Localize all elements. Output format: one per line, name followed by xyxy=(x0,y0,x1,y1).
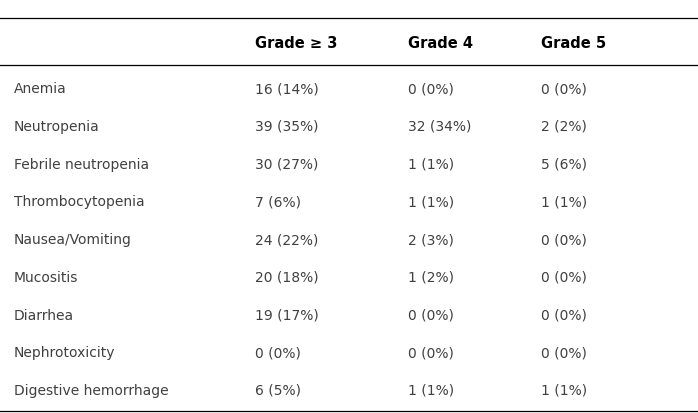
Text: 0 (0%): 0 (0%) xyxy=(541,233,587,247)
Text: Grade 5: Grade 5 xyxy=(541,36,606,51)
Text: 0 (0%): 0 (0%) xyxy=(255,345,301,359)
Text: 0 (0%): 0 (0%) xyxy=(541,308,587,322)
Text: 16 (14%): 16 (14%) xyxy=(255,82,318,96)
Text: 7 (6%): 7 (6%) xyxy=(255,195,301,209)
Text: 2 (3%): 2 (3%) xyxy=(408,233,454,247)
Text: 0 (0%): 0 (0%) xyxy=(541,345,587,359)
Text: Neutropenia: Neutropenia xyxy=(14,120,100,134)
Text: 0 (0%): 0 (0%) xyxy=(408,308,454,322)
Text: 1 (1%): 1 (1%) xyxy=(408,157,454,171)
Text: 1 (1%): 1 (1%) xyxy=(408,383,454,397)
Text: 0 (0%): 0 (0%) xyxy=(408,345,454,359)
Text: 19 (17%): 19 (17%) xyxy=(255,308,318,322)
Text: 0 (0%): 0 (0%) xyxy=(408,82,454,96)
Text: Anemia: Anemia xyxy=(14,82,67,96)
Text: Nausea/Vomiting: Nausea/Vomiting xyxy=(14,233,132,247)
Text: 6 (5%): 6 (5%) xyxy=(255,383,301,397)
Text: 1 (1%): 1 (1%) xyxy=(541,383,587,397)
Text: 39 (35%): 39 (35%) xyxy=(255,120,318,134)
Text: Thrombocytopenia: Thrombocytopenia xyxy=(14,195,144,209)
Text: 5 (6%): 5 (6%) xyxy=(541,157,587,171)
Text: 2 (2%): 2 (2%) xyxy=(541,120,587,134)
Text: 24 (22%): 24 (22%) xyxy=(255,233,318,247)
Text: Nephrotoxicity: Nephrotoxicity xyxy=(14,345,115,359)
Text: Diarrhea: Diarrhea xyxy=(14,308,74,322)
Text: 0 (0%): 0 (0%) xyxy=(541,270,587,284)
Text: 0 (0%): 0 (0%) xyxy=(541,82,587,96)
Text: Mucositis: Mucositis xyxy=(14,270,78,284)
Text: 32 (34%): 32 (34%) xyxy=(408,120,472,134)
Text: Febrile neutropenia: Febrile neutropenia xyxy=(14,157,149,171)
Text: Digestive hemorrhage: Digestive hemorrhage xyxy=(14,383,169,397)
Text: 20 (18%): 20 (18%) xyxy=(255,270,318,284)
Text: 1 (1%): 1 (1%) xyxy=(541,195,587,209)
Text: 30 (27%): 30 (27%) xyxy=(255,157,318,171)
Text: Grade ≥ 3: Grade ≥ 3 xyxy=(255,36,337,51)
Text: 1 (2%): 1 (2%) xyxy=(408,270,454,284)
Text: 1 (1%): 1 (1%) xyxy=(408,195,454,209)
Text: Grade 4: Grade 4 xyxy=(408,36,473,51)
